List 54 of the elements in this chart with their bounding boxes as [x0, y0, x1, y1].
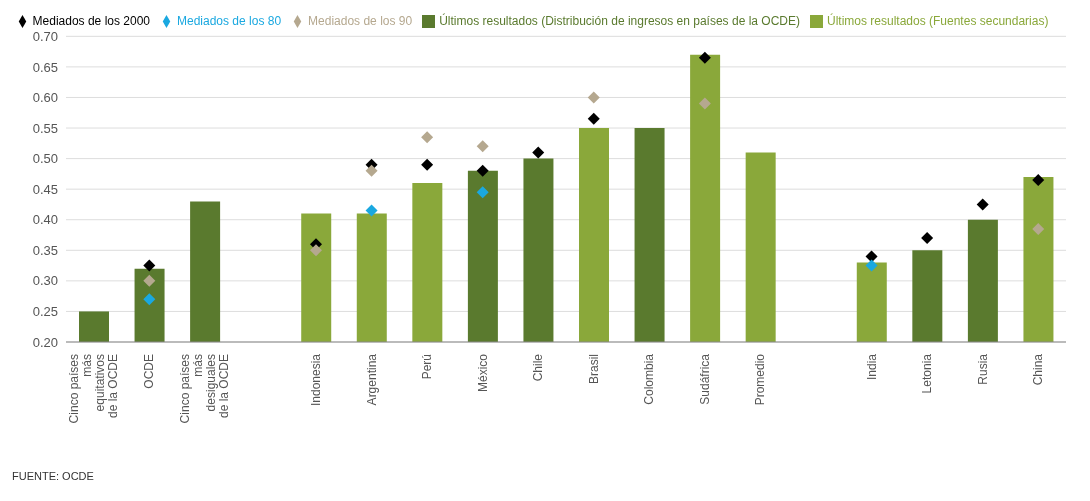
y-tick-label: 0.40	[32, 212, 58, 228]
point	[421, 131, 434, 144]
legend-label: Mediados de los 2000	[32, 14, 150, 28]
point	[476, 186, 489, 199]
point	[365, 204, 378, 217]
point	[1032, 222, 1045, 235]
point	[143, 293, 156, 306]
y-tick-label: 0.25	[32, 304, 58, 320]
y-tick-label: 0.20	[32, 334, 58, 350]
point	[476, 140, 489, 153]
x-tick-label: Brasil	[586, 354, 601, 385]
source-note: FUENTE: OCDE	[12, 470, 95, 482]
y-tick-label: 0.45	[32, 181, 58, 197]
x-tick-label: India	[864, 353, 879, 381]
y-tick-label: 0.65	[32, 59, 58, 75]
x-tick-label: Indonesia	[309, 353, 323, 407]
y-tick-label: 0.50	[32, 151, 58, 167]
point	[921, 232, 934, 245]
x-tick-label: Argentina	[364, 353, 379, 406]
y-tick-label: 0.35	[32, 242, 58, 258]
point	[143, 274, 156, 287]
x-tick-label: Cinco países más desiguales de la OCDE	[178, 354, 232, 424]
legend-label: Últimos resultados (Distribución de ingresos en países de la OCDE)	[439, 14, 800, 28]
x-tick-label: Promedio	[753, 353, 768, 406]
point	[698, 51, 711, 64]
point	[532, 146, 545, 159]
y-tick-label: 0.70	[32, 28, 58, 44]
point	[476, 164, 489, 177]
x-tick-label: México	[475, 353, 490, 393]
x-tick-label: Chile	[531, 353, 546, 382]
point	[1032, 173, 1045, 186]
point	[587, 112, 600, 125]
point	[976, 198, 989, 211]
point	[143, 259, 156, 272]
x-tick-label: Rusia	[975, 353, 990, 385]
x-tick-label: Colombia	[642, 353, 657, 405]
x-tick-label: Perú	[420, 354, 435, 380]
point	[698, 97, 711, 110]
x-tick-label: China	[1031, 353, 1046, 386]
x-tick-label: Sudáfrica	[697, 353, 712, 405]
y-tick-label: 0.55	[32, 120, 58, 136]
legend-label: Mediados de los 90	[308, 14, 413, 28]
point	[310, 244, 322, 257]
y-tick-label: 0.60	[32, 90, 58, 106]
point	[587, 91, 600, 104]
x-tick-label: Letonia	[920, 353, 935, 394]
x-tick-label: Cinco países más equitativos de la OCDE	[67, 354, 121, 424]
point	[421, 158, 434, 171]
y-tick-label: 0.30	[32, 273, 58, 289]
point	[865, 259, 878, 272]
legend-label: Últimos resultados (Fuentes secundarias)	[826, 14, 1049, 28]
legend-label: Mediados de los 80	[177, 14, 282, 28]
point	[365, 164, 378, 177]
x-tick-label: OCDE	[142, 354, 157, 389]
